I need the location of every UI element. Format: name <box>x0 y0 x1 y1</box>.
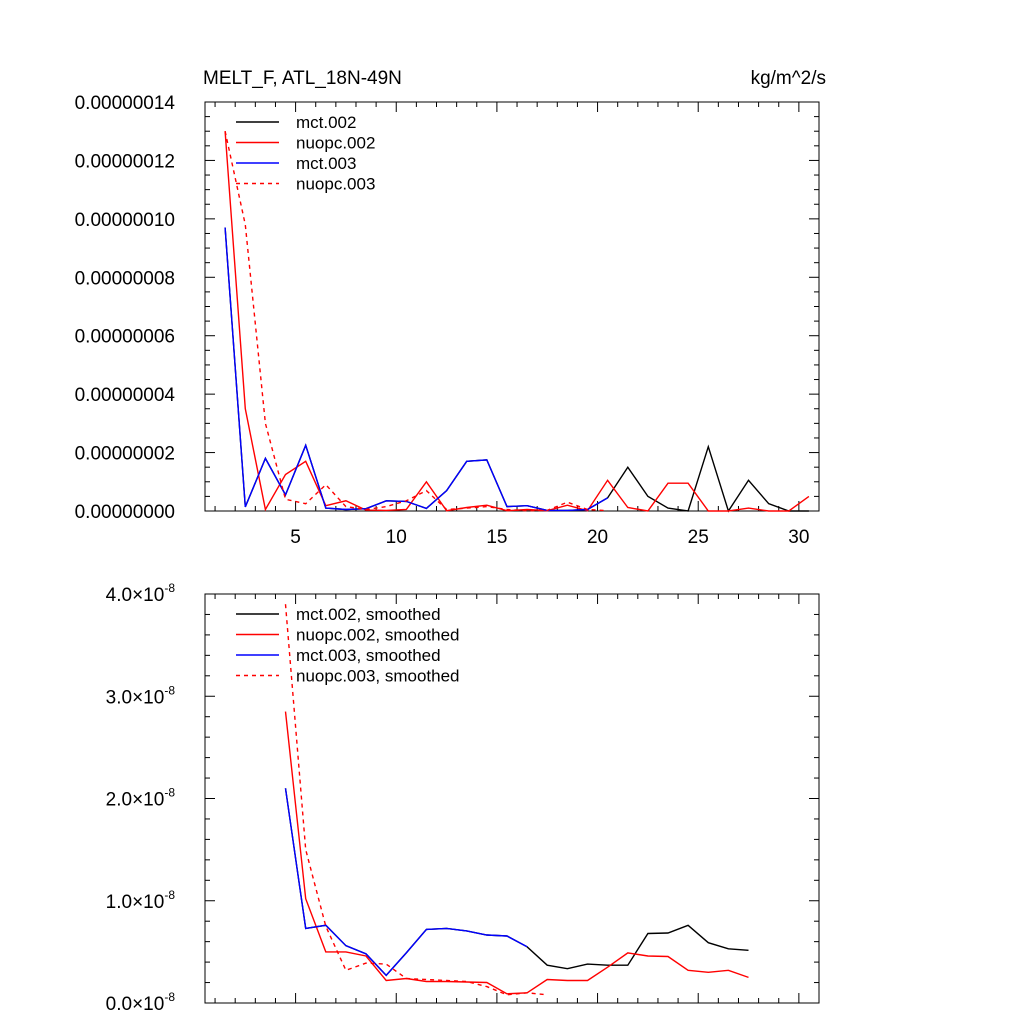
bottom-panel: 0.0×10-8 1.0×10-8 2.0×10-8 3.0×10-8 4.0×10-8… <box>106 581 820 1015</box>
x-tick-label: 5 <box>290 527 301 548</box>
top-panel: MELT_F, ATL_18N-49N kg/m^2/s 5 10 15 20 25 30… <box>75 68 826 548</box>
bottom-x-ticks <box>214 594 820 1003</box>
y-tick-label: 0.00000010 <box>75 210 175 231</box>
legend-label: mct.002, smoothed <box>296 605 441 624</box>
y-tick-label: 0.00000012 <box>75 151 175 172</box>
series-line-nuopc-003 <box>224 131 608 512</box>
series-line-nuopc-002-smoothed <box>284 711 749 995</box>
top-x-ticks: 5 10 15 20 25 30 <box>214 102 820 548</box>
x-tick-label: 15 <box>486 527 507 548</box>
bottom-y-ticks: 0.0×10-8 1.0×10-8 2.0×10-8 3.0×10-8 4.0×10-8 <box>106 581 819 1015</box>
top-panel-title: MELT_F, ATL_18N-49N <box>203 68 402 89</box>
series-line-nuopc-003-smoothed <box>284 604 548 996</box>
y-tick-label: 0.00000014 <box>75 93 176 114</box>
legend-label: mct.003, smoothed <box>296 646 441 665</box>
x-tick-label: 30 <box>788 527 809 548</box>
y-tick-label: 1.0×10-8 <box>106 888 176 913</box>
legend-label: mct.003 <box>296 154 356 173</box>
y-tick-label: 0.00000004 <box>75 385 176 406</box>
legend-label: nuopc.002, smoothed <box>296 626 460 645</box>
y-tick-label: 2.0×10-8 <box>106 786 176 811</box>
x-tick-label: 20 <box>587 527 608 548</box>
legend-label: nuopc.003 <box>296 175 375 194</box>
y-tick-label: 4.0×10-8 <box>106 581 176 606</box>
x-tick-label: 25 <box>688 527 709 548</box>
bottom-series-group <box>284 604 749 996</box>
legend-label: nuopc.002 <box>296 134 375 153</box>
series-line-mct-003 <box>224 227 608 512</box>
y-tick-label: 0.00000002 <box>75 444 175 465</box>
bottom-legend: mct.002, smoothed nuopc.002, smoothedmct.… <box>236 605 460 686</box>
series-line-mct-003-smoothed <box>284 788 528 977</box>
y-tick-label: 3.0×10-8 <box>106 683 176 708</box>
legend-label: mct.002 <box>296 113 356 132</box>
top-y-ticks: 0.00000000 0.00000002 0.00000004 0.00000006… <box>75 93 819 523</box>
top-panel-units: kg/m^2/s <box>751 68 826 89</box>
y-tick-label: 0.0×10-8 <box>106 990 176 1015</box>
y-tick-label: 0.00000006 <box>75 327 175 348</box>
legend-label: nuopc.003, smoothed <box>296 667 460 686</box>
x-tick-label: 10 <box>386 527 407 548</box>
top-series-group <box>224 131 810 513</box>
y-tick-label: 0.00000008 <box>75 268 175 289</box>
series-line-mct-002-smoothed <box>284 788 749 977</box>
y-tick-label: 0.00000000 <box>75 502 175 523</box>
